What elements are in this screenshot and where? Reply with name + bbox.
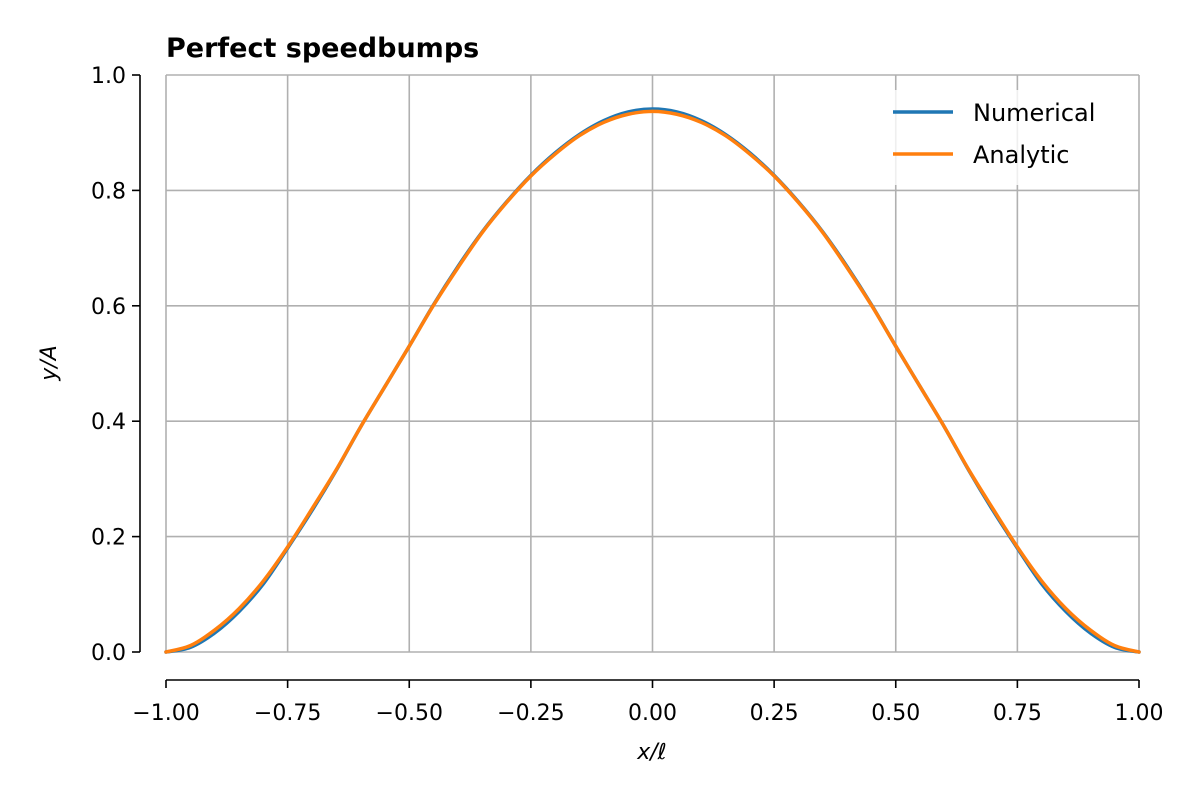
x-tick-label: −0.75 bbox=[254, 701, 321, 726]
x-tick-label: −1.00 bbox=[132, 701, 199, 726]
y-tick-label: 1.0 bbox=[91, 64, 126, 89]
series-lines bbox=[164, 107, 1141, 654]
legend-box bbox=[880, 90, 1125, 185]
x-tick-label: −0.25 bbox=[497, 701, 564, 726]
legend: Numerical Analytic bbox=[880, 90, 1125, 185]
axes bbox=[132, 74, 1140, 688]
y-tick-label: 0.2 bbox=[91, 526, 126, 551]
x-tick-label: −0.50 bbox=[376, 701, 443, 726]
y-tick-label: 0.6 bbox=[91, 295, 126, 320]
legend-label-analytic: Analytic bbox=[973, 141, 1069, 169]
series-line-analytic bbox=[164, 109, 1141, 654]
x-tick-label: 1.00 bbox=[1115, 701, 1164, 726]
y-tick-label: 0.8 bbox=[91, 179, 126, 204]
x-tick-label: 0.25 bbox=[750, 701, 799, 726]
x-axis-label: x/ℓ bbox=[636, 740, 667, 765]
x-tick-label: 0.00 bbox=[628, 701, 677, 726]
x-tick-label: 0.75 bbox=[993, 701, 1042, 726]
tick-labels: 0.0 0.2 0.4 0.6 0.8 1.0 −1.00 −0.75 −0.50 −0.25 0.… bbox=[91, 64, 1163, 726]
grid bbox=[165, 74, 1140, 653]
chart-title: Perfect speedbumps bbox=[166, 33, 479, 64]
legend-label-numerical: Numerical bbox=[973, 99, 1095, 127]
x-tick-label: 0.50 bbox=[871, 701, 920, 726]
y-tick-label: 0.4 bbox=[91, 410, 126, 435]
y-tick-label: 0.0 bbox=[91, 641, 126, 666]
y-axis-label: y/A bbox=[37, 345, 62, 381]
